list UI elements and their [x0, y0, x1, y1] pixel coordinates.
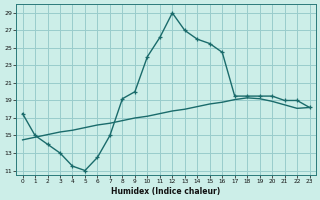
X-axis label: Humidex (Indice chaleur): Humidex (Indice chaleur): [111, 187, 221, 196]
